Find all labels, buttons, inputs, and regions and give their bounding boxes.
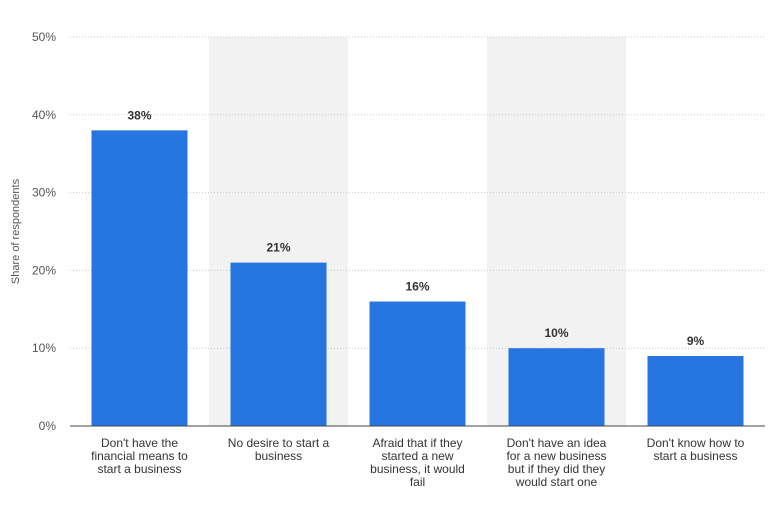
y-tick-label: 50% <box>32 30 56 44</box>
data-labels: 38% 21% 16% 10% 9% <box>127 108 704 348</box>
data-label-4: 10% <box>544 326 568 340</box>
x-category-label-3: Afraid that if they started a new business… <box>370 436 465 489</box>
data-label-5: 9% <box>687 334 705 348</box>
x-category-label-4: Don't have an idea for a new business but … <box>506 436 606 489</box>
bars <box>91 130 744 427</box>
data-label-2: 21% <box>266 241 290 255</box>
x-category-label-2: No desire to start a business <box>228 436 330 463</box>
y-axis-ticks: 0% 10% 20% 30% 40% 50% <box>32 30 56 433</box>
gridlines <box>70 36 765 349</box>
y-tick-label: 20% <box>32 263 56 277</box>
y-axis-title: Share of respondents <box>10 178 22 284</box>
y-tick-label: 30% <box>32 186 56 200</box>
bar-2 <box>230 262 327 426</box>
y-tick-label: 40% <box>32 108 56 122</box>
y-tick-label: 10% <box>32 341 56 355</box>
bar-3 <box>369 301 466 426</box>
x-axis-categories: Don't have the financial means to start a … <box>91 436 745 489</box>
x-category-label-5: Don't know how to start a business <box>647 436 745 463</box>
bar-4 <box>508 348 605 426</box>
x-category-label-1: Don't have the financial means to start a … <box>91 436 188 476</box>
data-label-3: 16% <box>405 280 429 294</box>
y-tick-label: 0% <box>39 419 57 433</box>
bar-1 <box>91 130 188 427</box>
bar-5 <box>647 355 744 426</box>
data-label-1: 38% <box>127 108 151 122</box>
